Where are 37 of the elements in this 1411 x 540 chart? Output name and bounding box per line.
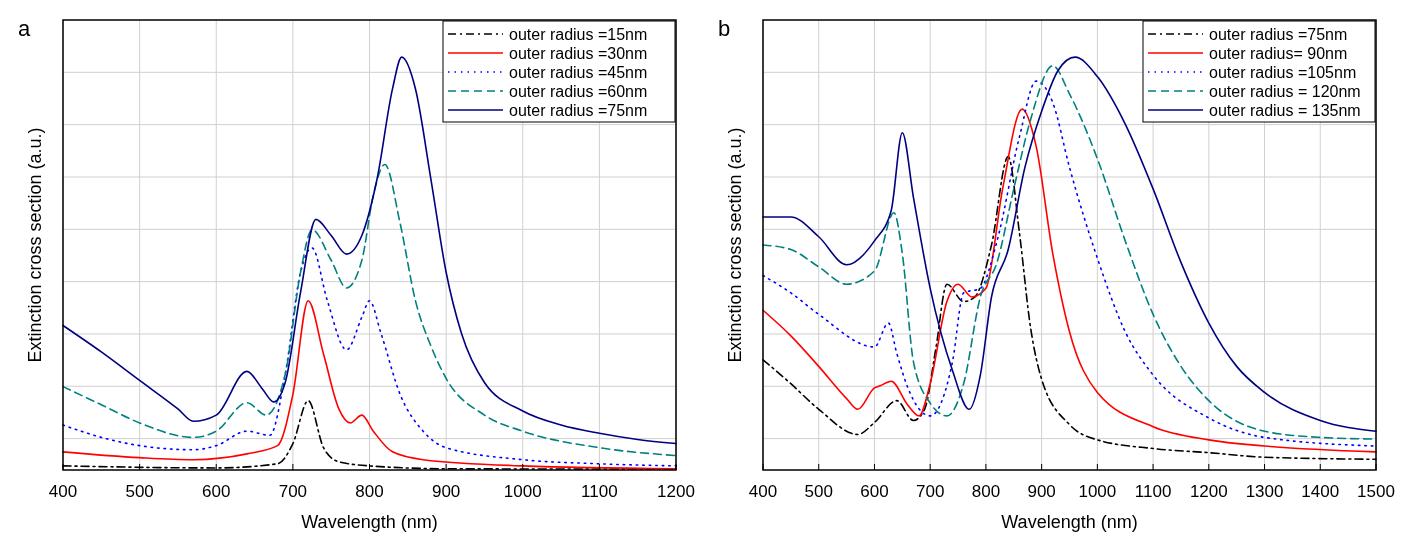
x-tick-label: 1100 xyxy=(581,482,618,501)
x-axis-title: Wavelength (nm) xyxy=(301,512,438,532)
x-axis-title: Wavelength (nm) xyxy=(1001,512,1138,532)
legend-label: outer radius = 120nm xyxy=(1209,83,1361,100)
legend-label: outer radius= 90nm xyxy=(1209,45,1348,62)
legend-label: outer radius = 135nm xyxy=(1209,102,1361,119)
y-axis-title: Extinction cross section (a.u.) xyxy=(25,127,45,363)
x-tick-label: 500 xyxy=(125,482,154,501)
legend-label: outer radius =15nm xyxy=(509,26,648,43)
legend-label: outer radius =45nm xyxy=(509,64,648,81)
x-tick-label: 1000 xyxy=(503,482,542,501)
x-tick-label: 1000 xyxy=(1078,482,1117,501)
x-tick-label: 400 xyxy=(48,482,78,501)
text: a xyxy=(18,16,31,41)
legend-label: outer radius =75nm xyxy=(1209,26,1348,43)
x-tick-label: 600 xyxy=(860,482,889,501)
x-tick-label: 1400 xyxy=(1301,482,1340,501)
x-tick-label: 400 xyxy=(748,482,778,501)
legend-label: outer radius =105nm xyxy=(1209,64,1357,81)
x-tick-label: 900 xyxy=(1027,482,1056,501)
legend-label: outer radius =75nm xyxy=(509,102,648,119)
legend-label: outer radius =60nm xyxy=(509,83,648,100)
x-tick-label: 900 xyxy=(431,482,461,501)
x-tick-label: 1500 xyxy=(1357,482,1395,501)
x-tick-label: 500 xyxy=(804,482,833,501)
text: b xyxy=(718,16,731,41)
x-tick-label: 700 xyxy=(278,482,308,501)
x-tick-label: 1200 xyxy=(1189,482,1228,501)
x-tick-label: 1200 xyxy=(657,482,695,501)
legend-label: outer radius =30nm xyxy=(509,45,648,62)
y-axis-title: Extinction cross section (a.u.) xyxy=(725,127,745,363)
x-tick-label: 1300 xyxy=(1245,482,1284,501)
x-tick-label: 700 xyxy=(915,482,945,501)
x-tick-label: 600 xyxy=(202,482,231,501)
x-tick-label: 1100 xyxy=(1134,482,1172,501)
x-tick-label: 800 xyxy=(971,482,1001,501)
x-tick-label: 800 xyxy=(355,482,384,501)
